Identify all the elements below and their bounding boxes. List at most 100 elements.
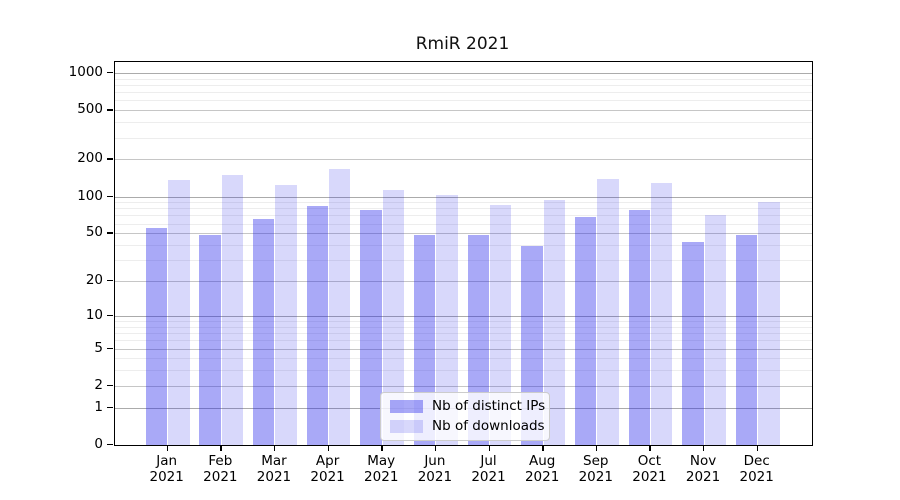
y-axis-labels: 0 1 2 5 10 20 50 100 200 500 1000 [0,61,103,452]
x-tick-month: Aug [528,453,556,469]
bar-distinct-ips [253,219,275,445]
x-tick-month: Feb [208,453,233,469]
y-tick-label: 100 [77,187,103,204]
gridline-minor [115,78,812,80]
gridline-minor [115,100,812,102]
legend-item-distinct-ips: Nb of distinct IPs [390,398,545,414]
x-tick-label: Apr 2021 [296,453,360,485]
gridline-major [115,348,812,350]
y-tick-mark [107,280,113,282]
y-tick-mark [107,347,113,349]
x-tick-mark [220,446,222,451]
gridline-minor [115,340,812,342]
gridline-minor [115,333,812,335]
bar-downloads [758,201,780,445]
x-tick-month: Apr [315,453,340,469]
bar-distinct-ips [360,210,382,445]
x-tick-mark [703,446,705,451]
x-tick-year: 2021 [739,469,774,485]
x-tick-year: 2021 [524,469,560,485]
gridline-minor [115,215,812,217]
y-tick-mark [107,406,113,409]
legend-label-distinct-ips: Nb of distinct IPs [432,398,546,414]
x-tick-mark [434,446,437,451]
y-tick-mark [107,314,113,317]
y-tick-mark [107,444,113,446]
y-tick-label: 50 [85,224,103,241]
x-tick-year: 2021 [417,469,453,485]
x-tick-month: Mar [261,453,287,469]
x-tick-label: Oct 2021 [617,453,681,485]
gridline-minor [115,358,812,360]
gridline-minor [115,137,812,139]
gridline-minor [115,260,812,262]
x-tick-label: Sep 2021 [564,453,628,485]
gridline-decade [115,73,812,74]
x-tick-label: Feb 2021 [188,453,252,485]
gridline-major [115,159,812,161]
gridline-major [115,233,812,235]
bar-distinct-ips [199,235,221,445]
x-tick-label: May 2021 [349,453,413,485]
x-tick-mark [649,446,651,451]
legend-swatch-downloads [390,419,423,433]
gridline-minor [115,85,812,86]
y-tick-label: 5 [94,339,103,356]
bar-downloads [704,215,726,445]
y-tick-label: 500 [77,101,103,118]
x-tick-year: 2021 [364,469,399,485]
x-tick-month: Sep [583,453,609,469]
gridline-minor [115,122,812,124]
x-tick-year: 2021 [310,469,345,485]
x-tick-mark [166,446,169,451]
gridline-major [115,110,812,112]
gridline-minor [115,208,812,210]
gridline-minor [115,202,812,204]
y-tick-mark [107,232,113,234]
legend: Nb of distinct IPs Nb of downloads [380,392,550,441]
legend-label-downloads: Nb of downloads [432,418,545,434]
gridline-decade [115,196,812,198]
bar-downloads [382,189,405,445]
x-tick-month: Nov [689,453,717,469]
x-tick-month: Dec [743,453,770,469]
x-tick-mark [595,446,598,451]
y-tick-mark [107,384,113,387]
x-tick-mark [756,446,759,451]
x-tick-mark [381,446,383,451]
gridline-minor [115,321,812,323]
y-tick-mark [107,109,113,111]
x-tick-label: Jul 2021 [457,453,521,485]
bar-distinct-ips [145,228,168,445]
bar-downloads [490,204,512,445]
x-tick-label: Aug 2021 [510,453,574,485]
gridline-decade [115,315,812,317]
x-tick-year: 2021 [149,469,184,485]
bar-downloads [221,174,244,445]
bar-downloads [597,178,619,445]
x-tick-year: 2021 [578,469,613,485]
bar-distinct-ips [574,217,597,445]
bar-distinct-ips [306,206,329,445]
gridline-major [115,281,812,283]
plot-area: Nb of distinct IPs Nb of downloads [114,61,813,446]
y-tick-label: 0 [94,436,103,452]
x-tick-month: Jul [480,453,497,469]
x-tick-month: May [367,453,396,469]
x-tick-year: 2021 [203,469,238,485]
bar-downloads [436,195,458,445]
legend-item-downloads: Nb of downloads [390,418,545,434]
x-tick-year: 2021 [685,469,721,485]
x-tick-label: Mar 2021 [242,453,306,485]
x-tick-label: Jan 2021 [135,453,199,485]
gridline-minor [115,326,812,328]
y-tick-label: 1000 [68,64,103,80]
x-tick-mark [273,446,276,451]
x-tick-mark [542,446,544,451]
y-tick-mark [107,195,113,197]
y-tick-label: 2 [94,376,103,393]
bar-downloads [275,185,297,445]
gridline-minor [115,92,812,94]
x-tick-year: 2021 [256,469,292,485]
y-tick-mark [107,72,113,74]
